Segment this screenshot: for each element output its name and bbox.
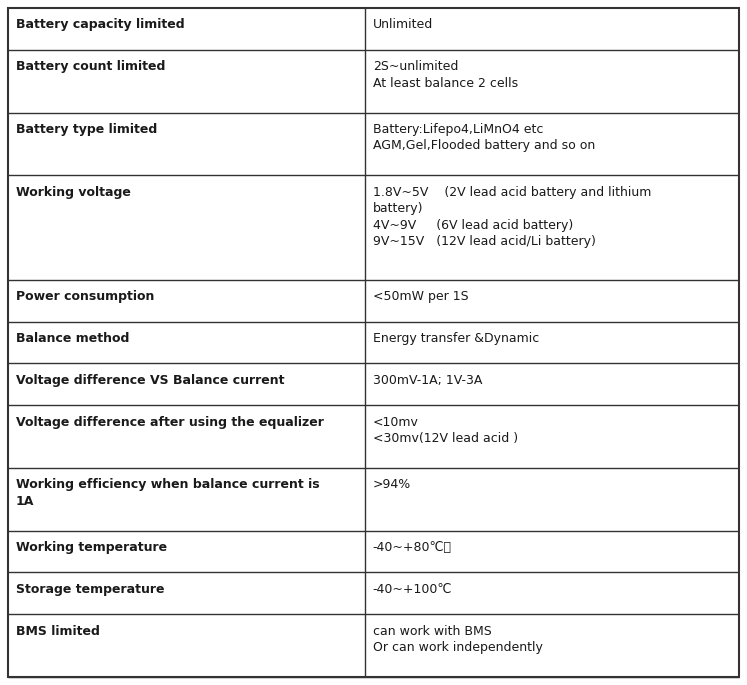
Text: 300mV-1A; 1V-3A: 300mV-1A; 1V-3A (373, 374, 482, 387)
Text: <10mv
<30mv(12V lead acid ): <10mv <30mv(12V lead acid ) (373, 416, 518, 445)
Text: can work with BMS
Or can work independently: can work with BMS Or can work independen… (373, 625, 542, 654)
Text: Power consumption: Power consumption (16, 290, 155, 303)
Text: Working voltage: Working voltage (16, 186, 131, 199)
Text: Working efficiency when balance current is
1A: Working efficiency when balance current … (16, 478, 320, 508)
Text: Working temperature: Working temperature (16, 541, 167, 554)
Text: Storage temperature: Storage temperature (16, 583, 164, 596)
Text: Unlimited: Unlimited (373, 18, 433, 32)
Text: -40~+80℃；: -40~+80℃； (373, 541, 452, 554)
Text: Battery count limited: Battery count limited (16, 60, 165, 73)
Text: -40~+100℃: -40~+100℃ (373, 583, 452, 596)
Text: Voltage difference VS Balance current: Voltage difference VS Balance current (16, 374, 285, 387)
Text: Energy transfer &Dynamic: Energy transfer &Dynamic (373, 332, 539, 345)
Text: Battery capacity limited: Battery capacity limited (16, 18, 185, 32)
Text: Battery:Lifepo4,LiMnO4 etc
AGM,Gel,Flooded battery and so on: Battery:Lifepo4,LiMnO4 etc AGM,Gel,Flood… (373, 123, 595, 153)
Text: Balance method: Balance method (16, 332, 129, 345)
Text: Voltage difference after using the equalizer: Voltage difference after using the equal… (16, 416, 324, 429)
Text: 2S~unlimited
At least balance 2 cells: 2S~unlimited At least balance 2 cells (373, 60, 518, 90)
Text: <50mW per 1S: <50mW per 1S (373, 290, 468, 303)
Text: >94%: >94% (373, 478, 411, 491)
Text: 1.8V~5V    (2V lead acid battery and lithium
battery)
4V~9V     (6V lead acid ba: 1.8V~5V (2V lead acid battery and lithiu… (373, 186, 651, 248)
Text: BMS limited: BMS limited (16, 625, 100, 638)
Text: Battery type limited: Battery type limited (16, 123, 158, 136)
